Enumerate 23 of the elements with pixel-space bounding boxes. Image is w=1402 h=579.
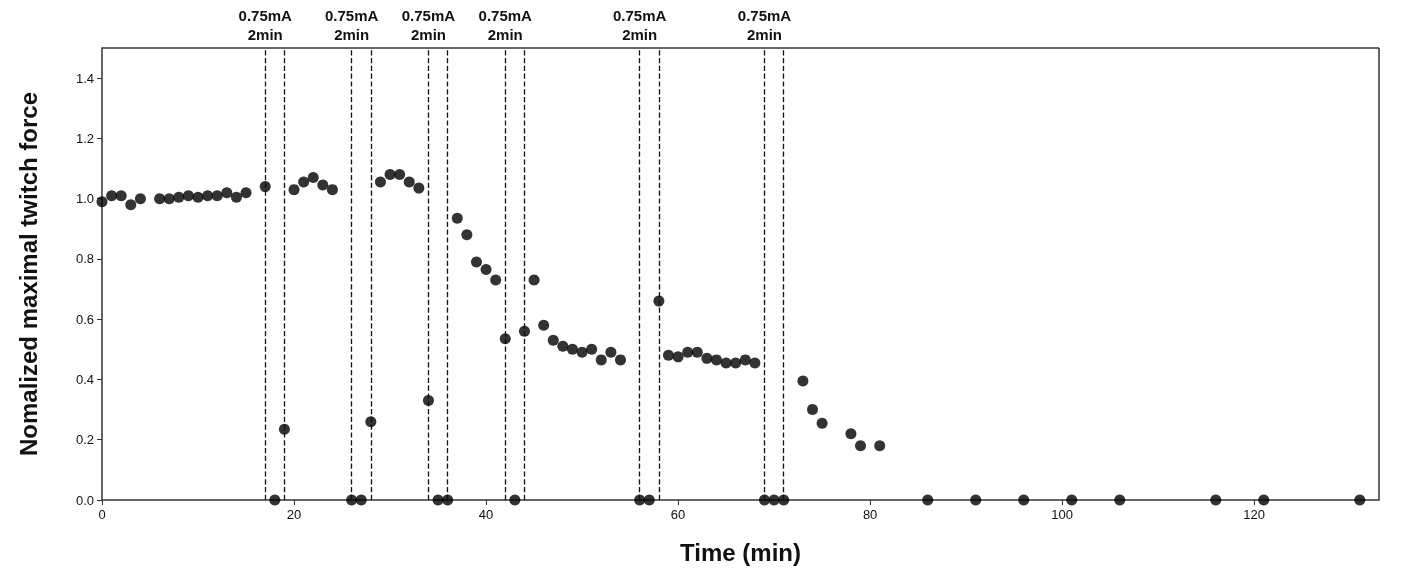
x-tick-label: 120 <box>1243 507 1266 522</box>
x-tick-label: 100 <box>1051 507 1073 522</box>
ref-line-label: 0.75mA 2min <box>737 7 792 43</box>
x-tick-label: 80 <box>862 507 878 522</box>
y-tick-label: 0.8 <box>75 251 94 267</box>
y-tick-label: 0.4 <box>75 371 94 387</box>
x-tick-label: 40 <box>478 507 494 522</box>
y-axis-title: Nomalized maximal twitch force <box>14 91 42 457</box>
x-axis-title: Time (min) <box>680 538 801 566</box>
x-tick-label: 0 <box>98 507 106 522</box>
ref-line-label: 0.75mA 2min <box>613 7 667 43</box>
y-tick-label: 0.6 <box>75 311 94 327</box>
y-tick-label: 0.0 <box>75 492 94 508</box>
y-tick-label: 1.0 <box>75 191 94 207</box>
y-tick-label: 1.2 <box>75 130 94 146</box>
x-tick-label: 20 <box>286 507 302 522</box>
ref-line-label: 0.75mA 2min <box>401 7 456 43</box>
y-tick-label: 1.4 <box>75 70 94 86</box>
ref-line-label: 0.75mA 2min <box>478 7 533 43</box>
x-tick-label: 60 <box>670 507 686 522</box>
y-tick-label: 0.2 <box>75 432 94 448</box>
ref-line-label: 0.75mA 2min <box>324 7 379 43</box>
ref-line-label: 0.75mA 2min <box>238 7 293 43</box>
